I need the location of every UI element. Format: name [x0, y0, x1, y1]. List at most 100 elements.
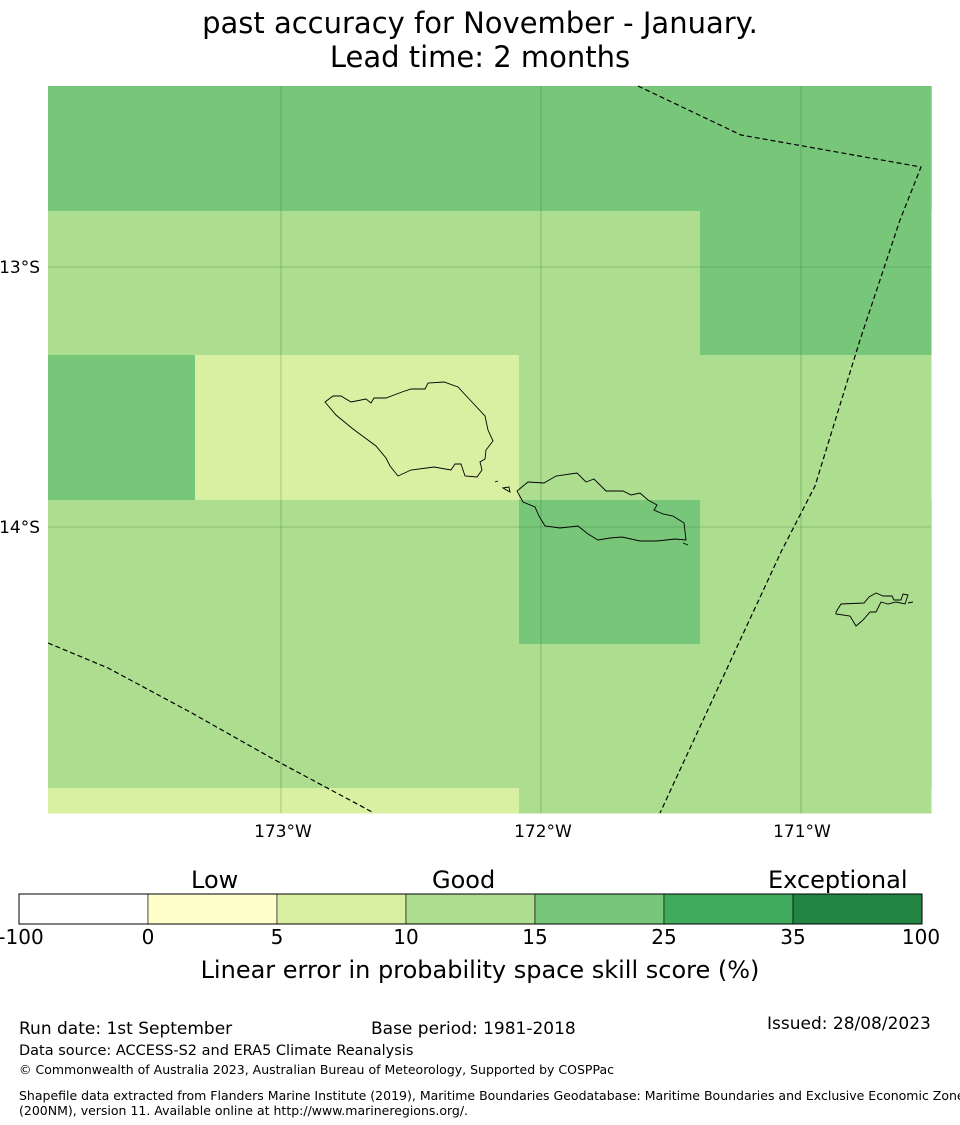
skill-map: 173°W 172°W 171°W 13°S 14°S [0, 85, 932, 842]
skill-cell [48, 355, 123, 501]
skill-cell [195, 644, 304, 789]
eez-boundary-southwest [47, 642, 375, 814]
skill-cell [700, 211, 773, 356]
colorbar-segment [405, 893, 536, 925]
skill-cell [931, 500, 932, 645]
colorbar-segment [663, 893, 794, 925]
skill-cell [931, 788, 932, 814]
colorbar-tick-label: -100 [0, 925, 44, 949]
skill-cell [844, 211, 932, 356]
shapefile-credit-line-2: (200NM), version 11. Available online at… [19, 1103, 469, 1118]
upolu-island [516, 472, 687, 542]
skill-cell [411, 788, 520, 814]
skill-cell [303, 788, 412, 814]
skill-cell [48, 211, 123, 356]
skill-grid [48, 86, 932, 814]
skill-cell [772, 644, 845, 789]
colorbar-tick-label: 0 [141, 925, 155, 949]
skill-cell [195, 355, 304, 501]
skill-cell [48, 788, 123, 814]
skill-cell [48, 500, 123, 645]
manono-islet [501, 486, 511, 493]
colorbar-tick-label: 10 [393, 925, 419, 949]
skill-cell [628, 355, 701, 501]
colorbar-outline [18, 893, 923, 925]
issued-date: Issued: 28/08/2023 [767, 1014, 931, 1034]
skill-cell [700, 644, 773, 789]
skill-cell [122, 644, 196, 789]
skill-cell [519, 788, 629, 814]
apolima-islet [494, 480, 499, 483]
skill-cell [303, 500, 412, 645]
skill-cell [844, 86, 932, 212]
skill-cell [303, 86, 412, 212]
savaii-island [324, 381, 494, 478]
colorbar-tick-label: 5 [270, 925, 284, 949]
skill-cell [700, 86, 773, 212]
skill-cell [122, 788, 196, 814]
colorbar-category-low: Low [191, 866, 239, 894]
skill-cell [122, 500, 196, 645]
skill-cell [844, 500, 932, 645]
skill-cell [772, 500, 845, 645]
skill-cell [519, 211, 629, 356]
shapefile-credit-line-1: Shapefile data extracted from Flanders M… [19, 1088, 960, 1103]
colorbar-label: Linear error in probability space skill … [200, 956, 760, 984]
skill-cell [931, 644, 932, 789]
skill-cell [931, 86, 932, 212]
skill-cell [628, 86, 701, 212]
base-period: Base period: 1981-2018 [371, 1019, 576, 1039]
skill-cell [700, 500, 773, 645]
skill-cell [303, 644, 412, 789]
aunuu-islet [907, 601, 914, 604]
skill-cell [628, 788, 701, 814]
skill-cell [48, 644, 123, 789]
skill-cell [931, 211, 932, 356]
map-title-line-2: Lead time: 2 months [329, 40, 631, 74]
skill-cell [519, 500, 629, 645]
islands [324, 381, 914, 627]
y-tick-label-14s: 14°S [0, 518, 40, 538]
skill-cell [411, 211, 520, 356]
x-tick-label-172w: 172°W [514, 822, 572, 842]
skill-cell [195, 211, 304, 356]
colorbar-segment [276, 893, 407, 925]
skill-cell [48, 86, 123, 212]
colorbar-tick-label: 15 [522, 925, 548, 949]
colorbar-tick-label: 100 [901, 925, 941, 949]
x-tick-label-171w: 171°W [773, 822, 831, 842]
skill-cell [195, 86, 304, 212]
y-tick-label-13s: 13°S [0, 258, 40, 278]
data-source: Data source: ACCESS-S2 and ERA5 Climate … [19, 1043, 414, 1059]
colorbar-segment [534, 893, 665, 925]
skill-cell [772, 86, 845, 212]
skill-cell [700, 788, 773, 814]
skill-colorbar [18, 893, 923, 925]
skill-cell [411, 355, 520, 501]
skill-cell [628, 500, 701, 645]
skill-cell [772, 211, 845, 356]
skill-cell [303, 355, 412, 501]
skill-cell [700, 355, 773, 501]
skill-cell [772, 355, 845, 501]
x-tick-label-173w: 173°W [254, 822, 312, 842]
colorbar-segment [792, 893, 923, 925]
skill-cell [411, 644, 520, 789]
skill-cell [195, 500, 304, 645]
colorbar-tick-label: 35 [780, 925, 806, 949]
maritime-boundaries [47, 85, 922, 814]
skill-cell [303, 211, 412, 356]
skill-cell [411, 500, 520, 645]
skill-cell [844, 644, 932, 789]
nuutele-islet [682, 542, 689, 546]
skill-cell [122, 86, 196, 212]
skill-cell [628, 211, 701, 356]
skill-cell [628, 644, 701, 789]
colorbar-tick-label: 25 [651, 925, 677, 949]
skill-cell [931, 355, 932, 501]
graticule [48, 86, 931, 813]
skill-cell [519, 644, 629, 789]
skill-cell [411, 86, 520, 212]
skill-cell [519, 355, 629, 501]
tutuila-island [835, 592, 909, 627]
